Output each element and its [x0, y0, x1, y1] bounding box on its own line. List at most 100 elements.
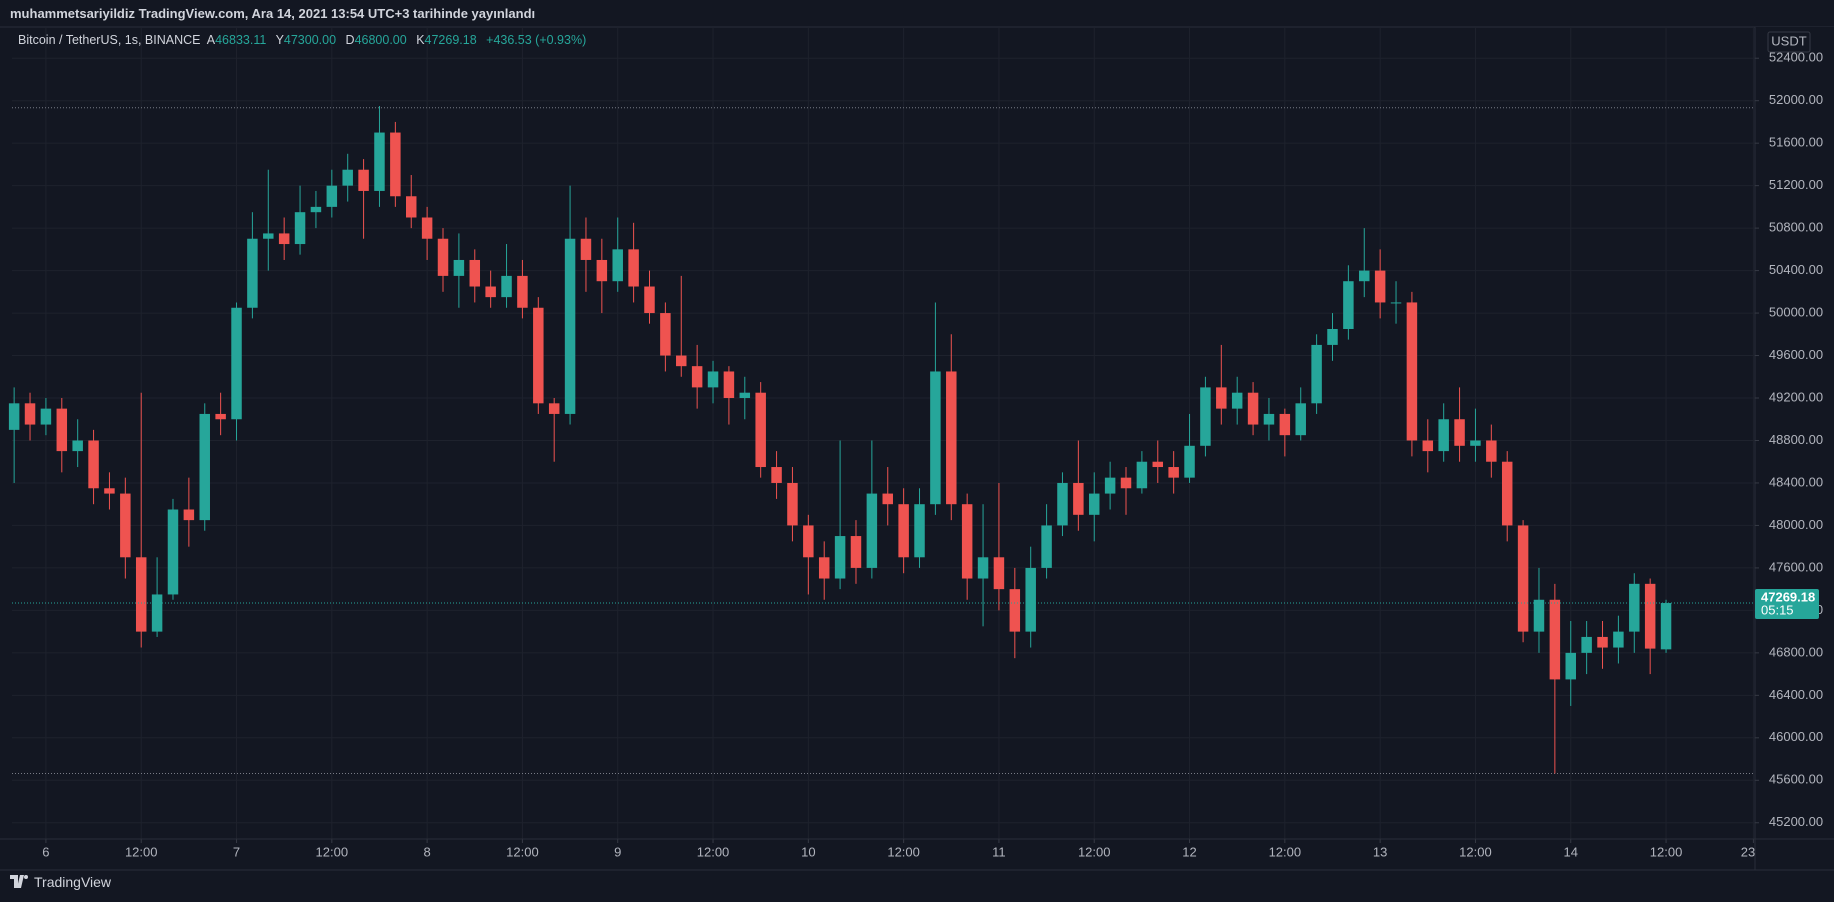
x-tick-label: 12:00 [1459, 844, 1492, 859]
x-tick-label: 13 [1373, 844, 1387, 859]
candle-body [469, 259, 481, 287]
candle-body [1581, 636, 1592, 653]
candle-body [231, 307, 242, 420]
y-tick-label: 46400.00 [1769, 687, 1823, 702]
x-tick-label: 14 [1564, 844, 1578, 859]
candle-body [1343, 281, 1354, 329]
candle-body [1247, 392, 1259, 425]
x-tick-label: 12:00 [316, 844, 349, 859]
candle-body [215, 413, 226, 420]
candle-body [977, 557, 989, 579]
candle-body [1486, 440, 1497, 462]
candle-body [1216, 387, 1227, 409]
change: +436.53 (+0.93%) [486, 33, 587, 47]
x-tick-label: 12:00 [697, 844, 730, 859]
ohlc-key: K [416, 33, 425, 47]
candle-body [707, 371, 719, 388]
y-tick-label: 45600.00 [1769, 772, 1823, 787]
candle-body [247, 238, 258, 308]
candle-body [660, 313, 671, 356]
candle-body [1470, 440, 1481, 446]
x-tick-label: 12:00 [887, 844, 920, 859]
candle-body [771, 467, 782, 483]
y-tick-label: 51600.00 [1769, 135, 1823, 150]
y-tick-label: 50400.00 [1769, 262, 1823, 277]
brand: TradingView [34, 874, 112, 890]
x-tick-label: 12:00 [1650, 844, 1683, 859]
candle-body [1311, 344, 1322, 404]
candle-body [1501, 461, 1513, 526]
candle-body [866, 493, 878, 568]
y-tick-label: 45200.00 [1769, 814, 1823, 829]
candle-body [88, 440, 99, 489]
candle-body [1438, 419, 1449, 452]
candle-body [390, 132, 401, 197]
candle-body [691, 366, 703, 388]
candle-body [1263, 413, 1275, 425]
currency-box [1767, 31, 1811, 53]
candle-body [1025, 567, 1036, 632]
candle-body [1629, 583, 1640, 632]
candle-body [374, 132, 385, 191]
candle-body [151, 594, 163, 632]
ohlc-value: 47269.18 [424, 33, 477, 47]
candle-body [1200, 387, 1211, 446]
candle-body [596, 259, 608, 282]
candle-body [676, 355, 687, 367]
candle-body [1184, 445, 1195, 478]
candle-body [1057, 482, 1068, 526]
candle-body [1104, 477, 1116, 494]
candle-body [564, 238, 576, 414]
candle-body [1644, 583, 1656, 649]
x-tick-label: 7 [233, 844, 240, 859]
candle-body [1152, 461, 1164, 468]
chart-bg [0, 27, 1834, 870]
candle-body [739, 392, 751, 399]
candle-body [628, 249, 639, 287]
y-tick-label: 48000.00 [1769, 517, 1823, 532]
candle-body [421, 217, 433, 239]
candle-body [278, 233, 290, 245]
price-axis-bg [1755, 27, 1834, 870]
y-tick-label: 46000.00 [1769, 729, 1823, 744]
candle-body [755, 392, 766, 468]
plot [8, 106, 1755, 774]
candle-body [310, 206, 322, 213]
candle-body [1073, 482, 1084, 515]
candle-body [644, 286, 655, 314]
candle-body [120, 493, 131, 558]
y-tick-label: 48400.00 [1769, 474, 1823, 489]
x-tick-label: 6 [42, 844, 49, 859]
y-tick-label: 52000.00 [1769, 92, 1823, 107]
candle-body [358, 169, 369, 191]
candle-body [914, 504, 925, 558]
candle-body [183, 509, 195, 521]
ohlc-value: 46800.00 [354, 33, 407, 47]
x-tick-label: 12 [1182, 844, 1196, 859]
tv-logo [10, 875, 28, 888]
y-tick-label: 50800.00 [1769, 220, 1823, 235]
last-price-label: 47269.18 [1761, 589, 1815, 604]
candle-body [1009, 589, 1021, 632]
candle-body [580, 238, 592, 260]
candle-body [1359, 270, 1370, 282]
y-tick-label: 47600.00 [1769, 559, 1823, 574]
ohlc-key: Y [275, 33, 284, 47]
x-tick-label: 12:00 [125, 844, 158, 859]
candle-body [1613, 631, 1624, 648]
y-tick-label: 46800.00 [1769, 644, 1823, 659]
candle-body [1120, 477, 1132, 489]
candle-body [1454, 419, 1465, 446]
candle-body [517, 275, 528, 308]
candle-body [263, 233, 274, 239]
y-tick-label: 49200.00 [1769, 389, 1823, 404]
last-price-box [1755, 589, 1819, 620]
x-tick-label: 11 [992, 844, 1006, 859]
ohlc-key: D [345, 33, 355, 47]
x-tick-label: 9 [614, 844, 621, 859]
candle-body [8, 403, 20, 430]
candle-body [723, 371, 735, 399]
candle-body [1533, 599, 1545, 632]
